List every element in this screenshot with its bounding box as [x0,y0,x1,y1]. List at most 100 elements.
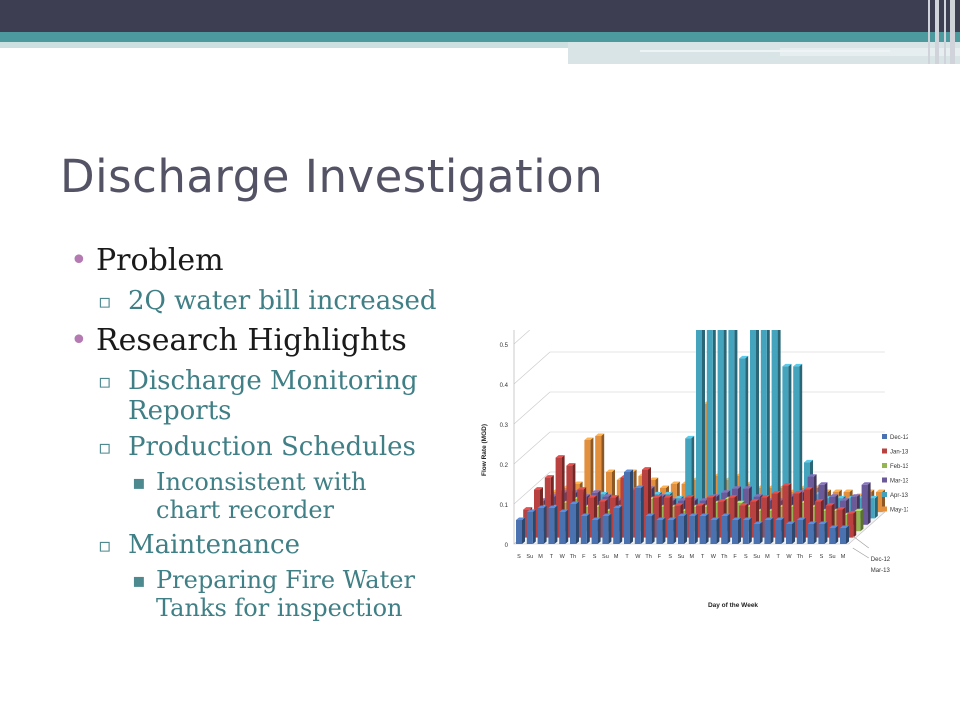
bar-side [756,330,759,519]
bar [832,511,839,532]
bar-side [846,525,849,544]
x-tick-label: Th [797,554,803,560]
bar-top [782,483,792,486]
x-axis-title: Day of the Week [708,602,758,609]
bar-top [537,505,547,508]
bar-top [814,499,824,502]
bullet-dot-icon: • [70,243,88,278]
bar-top [753,494,763,497]
bar-top [598,491,608,495]
x-tick-label: Th [570,554,576,560]
bar-side [673,517,677,544]
bar-top [526,509,536,512]
sub-bullet-text: Maintenance [128,530,300,560]
x-tick-label: T [550,554,554,560]
bar [663,497,670,538]
sub-sub-bullet-text-line: Tanks for inspection [156,594,403,622]
bar-top [818,482,828,485]
bar [580,516,587,544]
x-tick-label: M [690,554,695,560]
x-tick-label: F [582,554,586,560]
bar-side [565,509,569,544]
legend-swatch [882,492,887,497]
bar [868,498,875,519]
bar-top [606,469,615,472]
bar-top [717,499,727,502]
bar-top [660,485,669,488]
depth-axis-label: Mar-13 [871,568,891,574]
bar-side [734,330,738,519]
x-tick-label: W [635,554,641,560]
bar [732,520,738,544]
bar-top [710,517,720,520]
bar-side [702,330,705,519]
bar [714,503,720,532]
bar [688,516,695,544]
bar-top [728,495,738,498]
bar [710,520,717,544]
bar [840,528,846,544]
bar-side [792,521,795,544]
bar-top [750,499,759,502]
bar-top [663,495,673,498]
bar-side [853,511,857,538]
bar-top [854,508,864,512]
bullet-text: Research Highlights [96,323,407,358]
x-tick-label: T [701,554,705,560]
x-tick-label: Th [721,554,727,560]
bar [631,489,638,538]
small-square-bullet-icon: ▪ [132,568,146,592]
bar [642,469,648,538]
bar-side [522,517,525,544]
bar-top [836,495,846,499]
bar-top [570,501,579,504]
bar [847,498,854,519]
bar-side [694,513,698,544]
bar-top [796,517,806,520]
bar-side [651,513,655,544]
bar [685,438,692,519]
bar-top [516,517,525,520]
bar-top [652,495,662,498]
bar-top [829,494,839,497]
bar [771,493,778,538]
bar-side [867,482,871,525]
sub-bullet-text: 2Q water bill increased [128,286,437,316]
bar-top [742,517,752,520]
bar-side [684,513,687,544]
bar [735,503,742,532]
bar [728,497,735,538]
bar [760,497,767,538]
header-band [0,42,960,48]
bar-top [588,495,597,498]
small-square-bullet-icon: ▪ [132,470,146,494]
legend-label: Mar-13 [890,479,908,485]
bar [775,520,782,544]
bar [534,489,540,538]
bar-top [609,495,619,498]
bar [634,488,641,544]
header-pale-band [568,42,960,64]
bar-top [804,459,813,463]
sub-sub-bullet-item: ▪ Inconsistent with chart recorder [70,468,490,524]
y-tick-label: 0 [505,543,509,549]
bar-top [735,500,745,504]
bar [606,472,612,512]
bar [588,497,594,538]
bar-top [699,498,709,501]
y-tick-label: 0.3 [500,423,509,429]
bar-top [534,487,543,490]
bar [811,507,818,532]
bar-side [748,517,752,544]
bar-top [868,495,878,499]
sub-bullet-item: ▫ 2Q water bill increased [70,286,490,316]
bar-top [667,517,677,520]
bar-side [777,330,781,519]
bar-top [548,505,558,508]
bar-top [678,513,687,516]
legend-label: Apr-13 [890,493,908,499]
square-bullet-icon: ▫ [98,435,112,459]
bar-side [543,505,547,544]
bar-top [591,490,601,493]
bar-top [523,507,533,510]
